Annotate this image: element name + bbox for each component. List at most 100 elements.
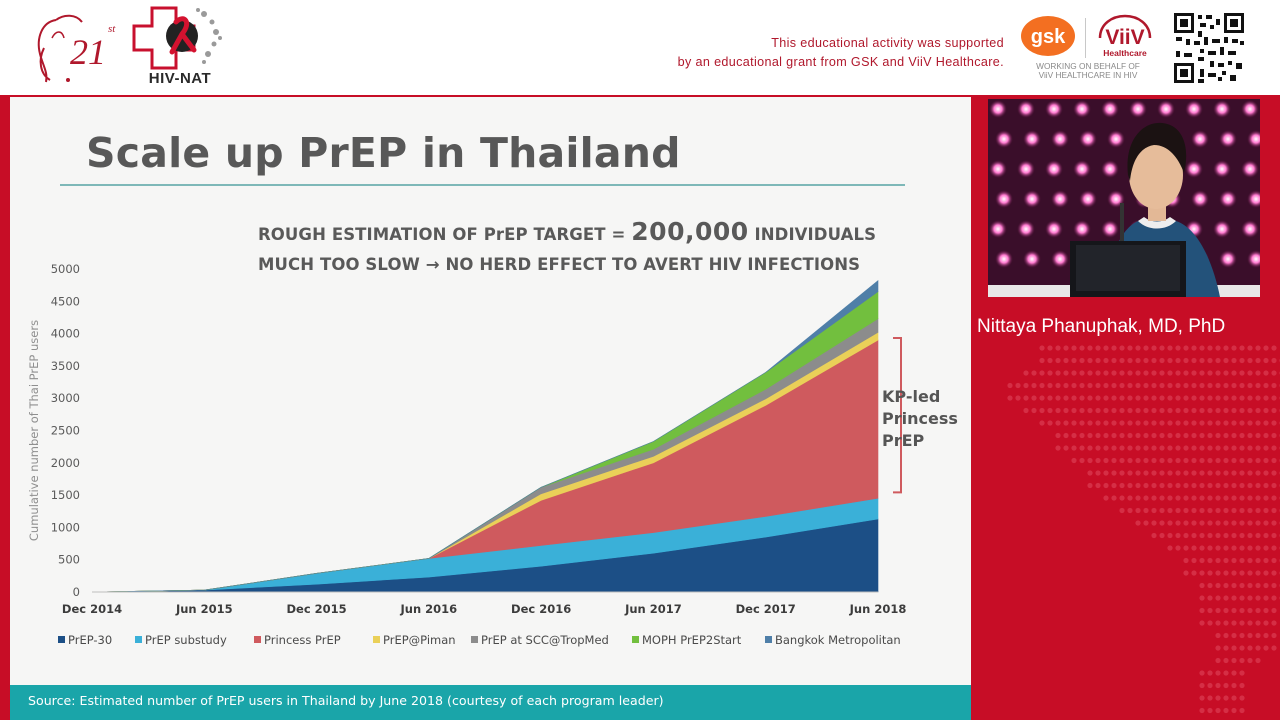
map-dot	[1207, 420, 1213, 426]
map-dot	[1207, 707, 1213, 714]
map-dot	[1143, 520, 1149, 526]
map-dot	[1111, 432, 1117, 439]
prep-target-statement: ROUGH ESTIMATION OF PrEP TARGET = 200,00…	[258, 217, 876, 246]
map-dot	[1255, 545, 1261, 551]
map-dot	[1071, 445, 1077, 451]
map-dot	[1207, 670, 1213, 676]
map-dot	[1263, 595, 1269, 601]
map-dot	[1063, 357, 1069, 364]
map-dot	[1167, 445, 1173, 451]
map-dot	[1063, 382, 1069, 389]
map-dot	[1183, 532, 1189, 539]
x-tick-label: Dec 2014	[62, 602, 122, 616]
map-dot	[1071, 457, 1077, 464]
map-dot	[1135, 370, 1141, 376]
stage-light	[1241, 100, 1259, 118]
map-dot	[1199, 382, 1205, 389]
map-dot	[1255, 557, 1261, 564]
map-dot	[1103, 407, 1109, 414]
map-dot	[1191, 545, 1197, 551]
map-dot	[1103, 370, 1109, 376]
sponsor-line-2: by an educational grant from GSK and Vii…	[677, 55, 1004, 69]
map-dot	[1183, 507, 1189, 514]
map-dot	[1055, 420, 1061, 426]
map-dot	[1271, 482, 1277, 489]
map-dot	[1247, 545, 1253, 551]
map-dot	[1111, 495, 1117, 501]
prep-users-stacked-area-chart: 0 500 1000 1500 2000 2500 3000 3500 4000 4500 5000…	[27, 262, 958, 647]
stage-light	[1185, 100, 1203, 118]
y-tick-label: 1000	[51, 520, 80, 534]
map-dot	[1151, 445, 1157, 451]
stage-light	[1045, 100, 1063, 118]
map-dot	[1191, 470, 1197, 476]
map-dot	[1223, 582, 1229, 589]
map-dot	[1239, 682, 1245, 689]
map-dot	[1215, 345, 1221, 351]
map-dot	[1199, 532, 1205, 539]
map-dot	[1175, 445, 1181, 451]
map-dot	[1199, 682, 1205, 689]
map-dot	[1271, 570, 1277, 576]
map-dot	[1247, 657, 1253, 664]
stage-light	[1101, 220, 1119, 238]
map-dot	[1199, 407, 1205, 414]
map-dot	[1167, 482, 1173, 489]
map-dot	[1127, 357, 1133, 364]
map-dot	[1215, 382, 1221, 389]
map-dot	[1239, 632, 1245, 639]
map-dot	[1143, 470, 1149, 476]
map-dot	[1239, 457, 1245, 464]
21st-conference-elephant-logo: 21 st	[37, 14, 116, 83]
map-dot	[1151, 507, 1157, 514]
map-dot	[1151, 532, 1157, 539]
map-dot	[1047, 407, 1053, 414]
map-dot	[1063, 407, 1069, 414]
map-dot	[1263, 445, 1269, 451]
map-dot	[1247, 607, 1253, 614]
map-dot	[1127, 445, 1133, 451]
map-dot	[1231, 432, 1237, 439]
map-dot	[1263, 545, 1269, 551]
map-dot	[1103, 457, 1109, 464]
map-dot	[1191, 432, 1197, 439]
map-dot	[1119, 445, 1125, 451]
qr-code-icon[interactable]	[1172, 11, 1246, 85]
map-dot	[1191, 570, 1197, 576]
map-dot	[1183, 345, 1189, 351]
legend-label: Princess PrEP	[264, 633, 341, 647]
map-dot	[1103, 495, 1109, 501]
map-dot	[1127, 370, 1133, 376]
stage-light	[1185, 160, 1203, 178]
map-dot	[1111, 482, 1117, 489]
map-dot	[1119, 507, 1125, 514]
map-dot	[1247, 370, 1253, 376]
map-dot	[1271, 407, 1277, 414]
map-dot	[1199, 507, 1205, 514]
map-dot	[1231, 395, 1237, 401]
map-dot	[1143, 445, 1149, 451]
map-dot	[1263, 645, 1269, 651]
map-dot	[1175, 382, 1181, 389]
map-dot	[1215, 395, 1221, 401]
map-dot	[1111, 382, 1117, 389]
map-dot	[1231, 370, 1237, 376]
map-dot	[1103, 432, 1109, 439]
map-dot	[1215, 595, 1221, 601]
map-dot	[1223, 345, 1229, 351]
stage-light	[1079, 190, 1097, 208]
logo-divider	[1085, 18, 1086, 58]
map-dot	[1271, 607, 1277, 614]
map-dot	[1239, 345, 1245, 351]
map-dot	[1271, 632, 1277, 639]
map-dot	[1215, 520, 1221, 526]
x-tick-label: Dec 2016	[511, 602, 571, 616]
map-dot	[1255, 582, 1261, 589]
map-dot	[1247, 632, 1253, 639]
map-dot	[1183, 457, 1189, 464]
map-dot	[1143, 432, 1149, 439]
map-dot	[1207, 445, 1213, 451]
map-dot	[1255, 595, 1261, 601]
map-dot	[1191, 345, 1197, 351]
red-cross-ribbon-icon	[132, 6, 222, 70]
